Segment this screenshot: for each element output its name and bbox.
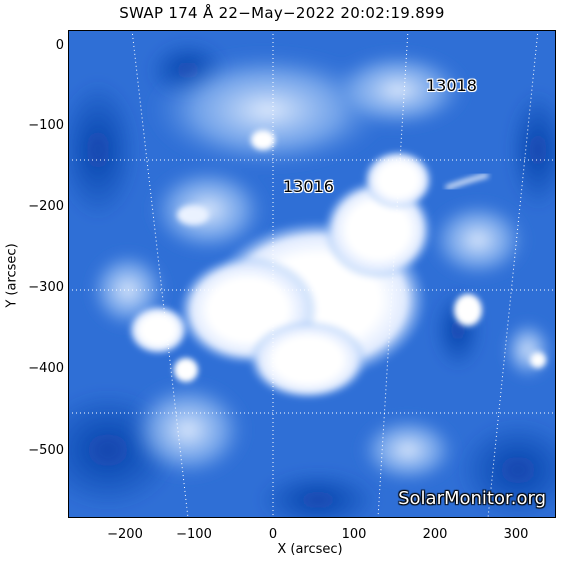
y-tick-label: −300 <box>28 280 64 295</box>
image-title: SWAP 174 Å 22−May−2022 20:02:19.899 <box>119 4 445 22</box>
plot-frame <box>68 30 556 518</box>
x-tick-label: −100 <box>176 527 212 542</box>
active-region-label: 13016 <box>283 177 334 196</box>
x-axis-label: X (arcsec) <box>277 542 343 557</box>
y-tick-label: −500 <box>28 443 64 458</box>
watermark: SolarMonitor.org <box>398 488 546 509</box>
x-tick-label: −200 <box>107 527 143 542</box>
y-tick-label: −400 <box>28 361 64 376</box>
heliographic-grid <box>68 30 556 518</box>
solar-image-panel: 13016 13018 <box>68 30 556 518</box>
x-tick-label: 200 <box>422 527 448 542</box>
active-region-core <box>128 130 546 400</box>
active-region-label: 13018 <box>426 76 477 95</box>
x-tick-label: 100 <box>341 527 367 542</box>
x-tick-label: 0 <box>268 527 278 542</box>
bright-arc <box>445 173 489 190</box>
x-tick-label: 300 <box>503 527 529 542</box>
y-tick-label: −200 <box>28 199 64 214</box>
solar-euv-image <box>68 30 556 518</box>
y-tick-label: −100 <box>28 118 64 133</box>
y-axis-label: Y (arcsec) <box>4 243 20 308</box>
y-tick-label: 0 <box>55 38 64 53</box>
bright-loops <box>88 50 553 485</box>
